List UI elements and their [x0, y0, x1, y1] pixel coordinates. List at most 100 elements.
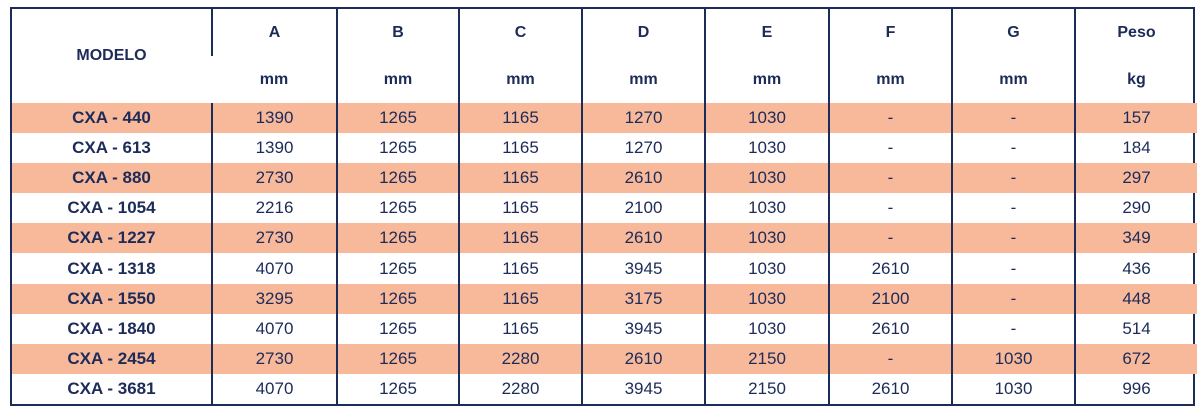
header-model: MODELO	[76, 47, 147, 64]
value-cell: 184	[1074, 133, 1197, 164]
header-unit: mm	[259, 70, 289, 88]
header-label: C	[458, 9, 582, 56]
header-label: Peso	[1074, 9, 1197, 56]
model-cell: CXA - 1054	[67, 198, 156, 218]
data-row: CXA - 1227 2730 1265 1165 2610 1030- -349	[12, 223, 1197, 254]
value-cell: 349	[1074, 223, 1197, 254]
value-cell: 2610	[581, 163, 705, 194]
header-unit: mm	[581, 56, 705, 103]
value-cell: -	[951, 223, 1075, 254]
value-cell: 290	[1074, 193, 1197, 224]
value-cell: 1030	[704, 133, 829, 164]
model-cell: CXA - 613	[72, 138, 151, 158]
value-cell: 1030	[704, 193, 829, 224]
value-cell: 1030	[951, 373, 1075, 404]
value-cell: 157	[1074, 103, 1197, 134]
model-cell: CXA - 1550	[12, 283, 212, 314]
value-cell: 1265	[336, 103, 459, 134]
header-unit: mm	[336, 56, 459, 103]
value-cell: 2100	[581, 193, 705, 224]
value-cell: -	[828, 343, 952, 374]
value-cell: 1265	[336, 343, 459, 374]
value-cell: 996	[1074, 373, 1197, 404]
value-cell: 1265	[336, 223, 459, 254]
value-cell: 2730	[211, 343, 337, 374]
value-cell: 2610	[581, 223, 705, 254]
data-row: CXA - 613 1390 1265 1165 1270 1030- -184	[12, 133, 1197, 164]
value-cell: 3945	[581, 253, 705, 284]
value-cell: 2730	[211, 163, 337, 194]
value-cell: 297	[1074, 163, 1197, 194]
value-cell: 1165	[458, 193, 582, 224]
value-cell: 672	[1074, 343, 1197, 374]
model-cell: CXA - 1840	[67, 318, 156, 338]
value-cell: -	[951, 283, 1075, 314]
value-cell: 1270	[581, 103, 705, 134]
model-cell: CXA - 1227	[12, 223, 212, 254]
value-cell: 1165	[458, 253, 582, 284]
value-cell: -	[951, 103, 1075, 134]
value-cell: 1030	[704, 103, 829, 134]
value-cell: 1265	[336, 133, 459, 164]
header-unit: mm	[951, 56, 1075, 103]
header-unit: mm	[828, 56, 952, 103]
data-row: CXA - 2454 2730 1265 2280 2610 2150-1030 672	[12, 343, 1197, 374]
value-cell: 2610	[828, 373, 952, 404]
value-cell: 1165	[458, 103, 582, 134]
value-cell: 2100	[828, 283, 952, 314]
value-cell: 2216	[211, 193, 337, 224]
value-cell: 3945	[581, 373, 705, 404]
value-cell: 3295	[211, 283, 337, 314]
header-unit: kg	[1074, 56, 1197, 103]
value-cell: 1165	[458, 163, 582, 194]
data-row: CXA - 1318 4070 1265 1165 3945 1030 2610-436	[12, 253, 1197, 284]
value-cell: 1265	[336, 163, 459, 194]
header-unit-row: mm mm mm mm mm mm mm kg	[12, 56, 1197, 103]
table-frame: MODELO A B C D E F G Peso mm mm mm mm mm mm mm kg CXA - …	[10, 7, 1197, 406]
value-cell: 1030	[704, 283, 829, 314]
value-cell: 1030	[704, 313, 829, 344]
value-cell: 1265	[336, 283, 459, 314]
header-label: A	[211, 9, 337, 56]
value-cell: 2610	[581, 343, 705, 374]
value-cell: 1030	[704, 223, 829, 254]
value-cell: -	[951, 193, 1075, 224]
value-cell: 1030	[704, 163, 829, 194]
model-cell: CXA - 440	[12, 103, 212, 134]
value-cell: 1165	[458, 313, 582, 344]
value-cell: -	[951, 163, 1075, 194]
value-cell: 4070	[211, 373, 337, 404]
value-cell: 1270	[581, 133, 705, 164]
value-cell: -	[951, 253, 1075, 284]
value-cell: -	[828, 133, 952, 164]
header-label: F	[828, 9, 952, 56]
value-cell: 2730	[211, 223, 337, 254]
header-label: G	[951, 9, 1075, 56]
value-cell: 3945	[581, 313, 705, 344]
value-cell: 1265	[336, 373, 459, 404]
value-cell: 2150	[704, 373, 829, 404]
value-cell: -	[951, 313, 1075, 344]
data-row: CXA - 1054 2216 1265 1165 2100 1030- -290	[12, 193, 1197, 224]
data-row: CXA - 880 2730 1265 1165 2610 1030- -297	[12, 163, 1197, 194]
value-cell: -	[828, 193, 952, 224]
value-cell: 4070	[211, 253, 337, 284]
value-cell: 514	[1074, 313, 1197, 344]
value-cell: 2280	[458, 373, 582, 404]
header-label: D	[581, 9, 705, 56]
value-cell: 1390	[211, 133, 337, 164]
header-label: B	[336, 9, 459, 56]
value-cell: 2280	[458, 343, 582, 374]
value-cell: 436	[1074, 253, 1197, 284]
value-cell: 2150	[704, 343, 829, 374]
value-cell: 3175	[581, 283, 705, 314]
model-cell: CXA - 880	[12, 163, 212, 194]
value-cell: 1265	[336, 253, 459, 284]
value-cell: 2610	[828, 253, 952, 284]
data-row: CXA - 440 1390 1265 1165 1270 1030- -157	[12, 103, 1197, 134]
value-cell: 4070	[211, 313, 337, 344]
data-row: CXA - 3681 4070 1265 2280 3945 2150 2610 1030 99…	[12, 373, 1197, 404]
value-cell: 1030	[951, 343, 1075, 374]
value-cell: 1165	[458, 133, 582, 164]
header-row: MODELO A B C D E F G Peso	[12, 9, 1197, 64]
